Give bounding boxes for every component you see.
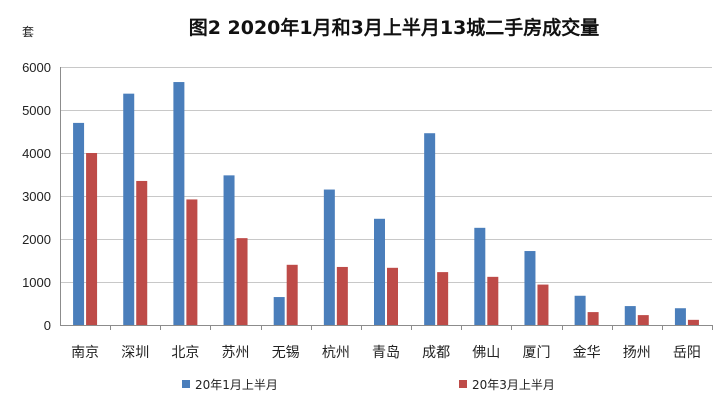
bar-jan-8 — [474, 227, 486, 325]
bar-jan-6 — [374, 218, 385, 325]
legend-item-jan: 20年1月上半月 — [182, 378, 278, 392]
chart-title: 图2 2020年1月和3月上半月13城二手房成交量 — [189, 16, 600, 39]
x-category-labels: 南京 深圳 北京 苏州 无锡 杭州 青岛 成都 佛山 厦门 金华 扬州 岳阳 — [71, 345, 701, 361]
bar-jan-0 — [73, 122, 85, 326]
bar-mar-0 — [86, 153, 98, 325]
bar-jan-4 — [273, 297, 285, 325]
bar-mar-8 — [487, 276, 499, 325]
y-tick-label: 6000 — [22, 60, 51, 75]
y-tick-label: 5000 — [22, 103, 51, 118]
bar-jan-2 — [173, 82, 185, 325]
legend-label: 20年1月上半月 — [195, 378, 278, 392]
bar-jan-10 — [574, 295, 586, 325]
x-category-label: 青岛 — [372, 345, 400, 361]
bar-mar-11 — [637, 315, 649, 325]
legend-item-mar: 20年3月上半月 — [459, 378, 555, 392]
bar-jan-3 — [223, 175, 235, 325]
bar-jan-1 — [123, 93, 135, 325]
bar-jan-11 — [624, 306, 636, 325]
x-category-label: 岳阳 — [673, 345, 701, 361]
x-category-label: 南京 — [71, 345, 99, 361]
bar-mar-4 — [286, 264, 298, 325]
x-category-label: 北京 — [171, 345, 199, 361]
bar-mar-9 — [537, 284, 549, 325]
x-category-label: 金华 — [573, 345, 601, 361]
x-category-label: 扬州 — [623, 345, 651, 361]
y-tick-label: 2000 — [22, 232, 51, 247]
bar-jan-7 — [424, 133, 436, 325]
y-tick-labels: 0 1000 2000 3000 4000 5000 6000 — [22, 60, 51, 333]
x-category-label: 成都 — [422, 345, 450, 361]
legend-swatch — [182, 380, 190, 388]
bars — [73, 82, 699, 326]
bar-mar-2 — [186, 199, 198, 325]
x-category-label: 杭州 — [322, 345, 350, 361]
bar-mar-3 — [236, 238, 248, 325]
gridlines — [60, 67, 712, 283]
bar-mar-1 — [136, 180, 148, 325]
bar-jan-12 — [674, 308, 686, 325]
bar-jan-5 — [323, 189, 335, 325]
legend-swatch — [459, 380, 467, 388]
x-category-label: 苏州 — [222, 345, 250, 361]
y-tick-label: 1000 — [22, 275, 51, 290]
x-category-label: 深圳 — [121, 345, 149, 361]
bar-mar-12 — [687, 319, 699, 325]
x-category-label: 厦门 — [522, 345, 550, 361]
x-category-label: 无锡 — [272, 345, 300, 361]
y-axis-unit-label: 套 — [22, 25, 34, 39]
y-tick-label: 0 — [44, 318, 51, 333]
bar-mar-5 — [336, 266, 348, 325]
y-tick-label: 4000 — [22, 146, 51, 161]
axes — [60, 67, 713, 330]
bar-mar-6 — [387, 267, 398, 325]
y-tick-label: 3000 — [22, 189, 51, 204]
bar-mar-7 — [437, 272, 449, 325]
x-category-label: 佛山 — [472, 345, 500, 361]
legend-label: 20年3月上半月 — [472, 378, 555, 392]
legend: 20年1月上半月 20年3月上半月 — [182, 378, 555, 392]
bar-mar-10 — [587, 312, 599, 325]
bar-jan-9 — [524, 251, 536, 325]
